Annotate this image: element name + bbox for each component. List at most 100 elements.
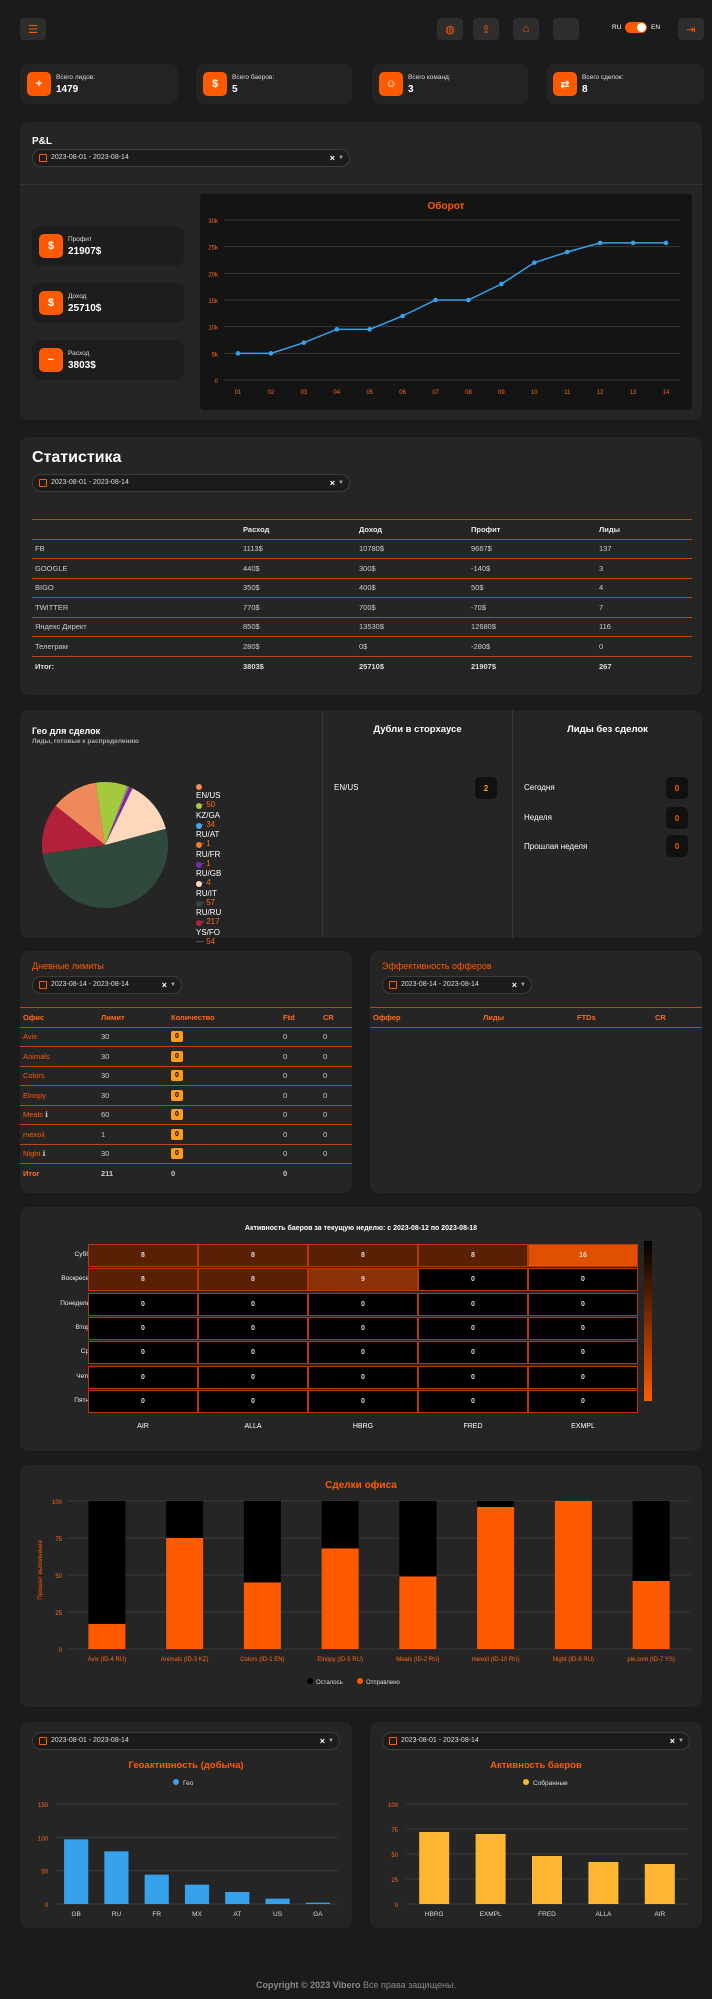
upload-icon[interactable]: ⇪ (473, 18, 499, 40)
heatmap-cell[interactable]: 0 (308, 1316, 418, 1340)
handshake-icon: ⇄ (553, 72, 577, 96)
pnl-date-picker[interactable]: 2023-08-01 - 2023-08-14 × ▼ (32, 149, 350, 167)
office-name[interactable]: Colors (23, 1071, 45, 1081)
chevron-down-icon[interactable]: ▼ (520, 982, 526, 988)
table-cell: 440$ (240, 558, 356, 579)
bar-sent (88, 1623, 126, 1649)
heatmap-cell[interactable]: 0 (308, 1365, 418, 1389)
clear-icon[interactable]: × (161, 980, 167, 990)
bar-sent (399, 1576, 437, 1649)
col-header: Ftd (280, 1007, 320, 1028)
heatmap-cell[interactable]: 0 (418, 1268, 528, 1292)
office-name[interactable]: Avix (23, 1032, 38, 1042)
quantity-badge: 0 (171, 1148, 183, 1160)
geo-pie-chart (41, 782, 168, 908)
heatmap-cell[interactable]: 0 (88, 1292, 198, 1316)
heatmap-cell[interactable]: 0 (528, 1365, 638, 1389)
card-label: Расход (68, 350, 90, 357)
chevron-down-icon[interactable]: ▼ (338, 480, 344, 486)
data-point (334, 327, 340, 332)
chevron-down-icon[interactable]: ▼ (328, 1738, 334, 1744)
x-tick-label: GA (313, 1911, 323, 1918)
table-cell: 0 (320, 1027, 352, 1047)
table-cell: 300$ (356, 558, 468, 579)
clear-icon[interactable]: × (329, 153, 335, 163)
heatmap-cell[interactable]: 9 (308, 1268, 418, 1292)
heatmap-cell[interactable]: 0 (88, 1316, 198, 1340)
legend-item[interactable]: YS/FO — 54 (196, 919, 220, 946)
heatmap-cell[interactable]: 0 (418, 1389, 528, 1413)
heatmap-cell[interactable]: 0 (88, 1365, 198, 1389)
clear-icon[interactable]: × (669, 1736, 675, 1746)
info-icon[interactable]: ℹ (43, 1110, 48, 1120)
heatmap-cell[interactable]: 0 (198, 1365, 308, 1389)
legend-label: YS/FO (196, 927, 221, 937)
heatmap-cell[interactable]: 0 (418, 1316, 528, 1340)
heatmap-cell[interactable]: 8 (198, 1244, 308, 1267)
basket-icon[interactable]: ⌂ (513, 18, 539, 40)
heatmap-cell[interactable]: 0 (308, 1292, 418, 1316)
pie-slice (41, 805, 105, 854)
quantity-cell: 0 (168, 1144, 280, 1164)
office-name[interactable]: Meals (23, 1110, 44, 1120)
office-name[interactable]: mexoil (23, 1129, 45, 1139)
heatmap-cell[interactable]: 0 (528, 1316, 638, 1340)
geoact-date-picker[interactable]: 2023-08-01 - 2023-08-14 × ▼ (32, 1732, 340, 1750)
info-icon[interactable]: ℹ (40, 1149, 46, 1159)
heatmap-cell[interactable]: 16 (528, 1244, 638, 1267)
offers-date-picker[interactable]: 2023-08-14 - 2023-08-14 × ▼ (382, 976, 532, 994)
table-cell: 30 (98, 1144, 168, 1164)
legend-dot (196, 803, 202, 810)
heatmap-row-label: Вторник (40, 1324, 100, 1331)
table-cell: 60 (98, 1105, 168, 1125)
table-cell: 0 (320, 1124, 352, 1145)
heatmap-cell[interactable]: 8 (88, 1268, 198, 1292)
heatmap-cell[interactable]: 0 (198, 1292, 308, 1316)
heatmap-cell[interactable]: 0 (308, 1341, 418, 1365)
heatmap-cell[interactable]: 0 (418, 1365, 528, 1389)
office-name[interactable]: Night (23, 1149, 41, 1159)
heatmap-cell[interactable]: 0 (528, 1341, 638, 1365)
x-tick-label: 08 (465, 390, 472, 396)
heatmap-cell[interactable]: 0 (418, 1341, 528, 1365)
heatmap-cell[interactable]: 0 (198, 1341, 308, 1365)
col-header: Лимит (98, 1007, 168, 1028)
clear-icon[interactable]: × (329, 478, 335, 488)
clear-icon[interactable]: × (511, 980, 517, 990)
col-header: Количество (168, 1007, 280, 1028)
heatmap-cell[interactable]: 0 (528, 1292, 638, 1316)
office-name[interactable]: Animals (23, 1051, 50, 1061)
heatmap-cell[interactable]: 0 (88, 1389, 198, 1413)
chevron-down-icon[interactable]: ▼ (170, 982, 176, 988)
heatmap-cell[interactable]: 8 (88, 1244, 198, 1267)
bar-left (632, 1501, 670, 1581)
office-name[interactable]: Elnopy (23, 1090, 46, 1100)
heatmap-cell[interactable]: 8 (198, 1268, 308, 1292)
x-tick-label: mexoil (ID-10 RU) (472, 1657, 520, 1663)
heatmap-cell[interactable]: 0 (528, 1389, 638, 1413)
rocket-icon[interactable] (553, 18, 579, 40)
clear-icon[interactable]: × (319, 1736, 325, 1746)
statistics-date-picker[interactable]: 2023-08-01 - 2023-08-14 × ▼ (32, 474, 350, 492)
logout-icon[interactable]: ⇥ (678, 18, 704, 40)
heatmap-cell[interactable]: 8 (418, 1244, 528, 1267)
heatmap-cell[interactable]: 0 (198, 1316, 308, 1340)
buyersact-date-picker[interactable]: 2023-08-01 - 2023-08-14 × ▼ (382, 1732, 690, 1750)
limits-date-picker[interactable]: 2023-08-14 - 2023-08-14 × ▼ (32, 976, 182, 994)
pie-slice (105, 786, 133, 845)
heatmap-cell[interactable]: 8 (308, 1244, 418, 1267)
heatmap-cell[interactable]: 0 (528, 1268, 638, 1292)
x-tick-label: US (273, 1911, 283, 1918)
lang-toggle[interactable] (625, 22, 647, 33)
bar-sent (166, 1538, 204, 1649)
chevron-down-icon[interactable]: ▼ (678, 1738, 684, 1744)
menu-button[interactable]: ☰ (20, 18, 46, 40)
heatmap-cell[interactable]: 0 (88, 1341, 198, 1365)
heatmap-cell[interactable]: 0 (198, 1389, 308, 1413)
heatmap-cell[interactable]: 0 (418, 1292, 528, 1316)
table-cell: -280$ (468, 636, 596, 657)
x-tick-label: 04 (333, 390, 340, 396)
chevron-down-icon[interactable]: ▼ (338, 155, 344, 161)
globe-icon[interactable]: ◍ (437, 18, 463, 40)
heatmap-cell[interactable]: 0 (308, 1389, 418, 1413)
